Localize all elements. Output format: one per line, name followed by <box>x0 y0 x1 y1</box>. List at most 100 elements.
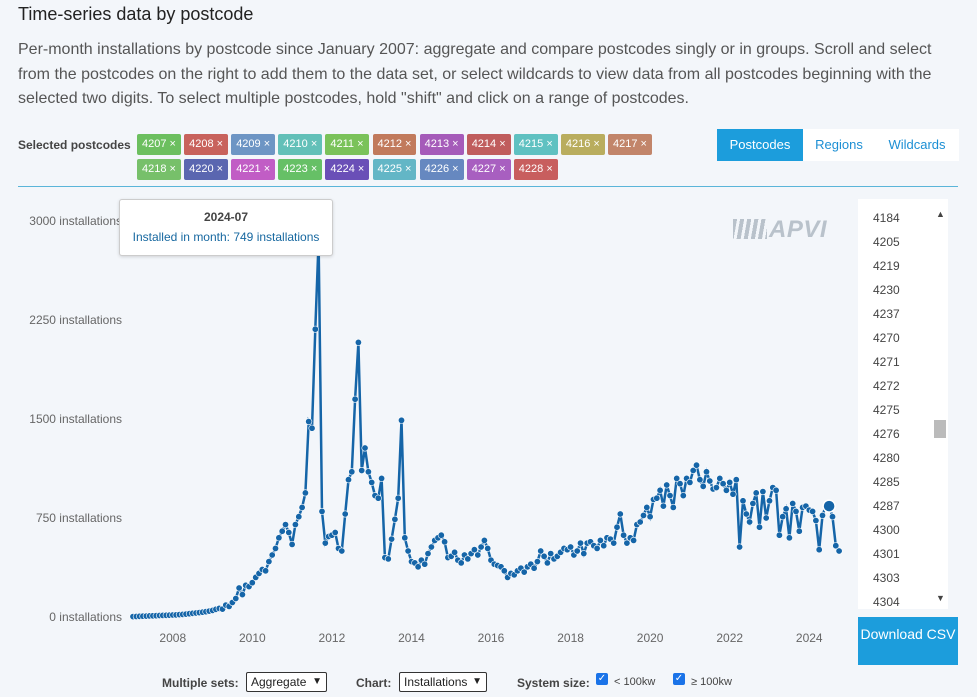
data-point[interactable] <box>789 499 797 507</box>
data-point[interactable] <box>567 543 575 551</box>
data-point[interactable] <box>772 486 780 494</box>
postcode-tag[interactable]: 4210 × <box>278 134 323 155</box>
data-point[interactable] <box>719 480 727 488</box>
data-point[interactable] <box>291 521 299 529</box>
data-point[interactable] <box>689 466 697 474</box>
data-point[interactable] <box>421 560 429 568</box>
data-point[interactable] <box>414 563 422 571</box>
data-point[interactable] <box>285 528 293 536</box>
data-point[interactable] <box>573 547 581 555</box>
data-point[interactable] <box>659 502 667 510</box>
data-point[interactable] <box>699 482 707 490</box>
data-point[interactable] <box>397 416 405 424</box>
postcode-tag[interactable]: 4224 × <box>325 159 370 180</box>
data-point[interactable] <box>673 474 681 482</box>
data-point[interactable] <box>630 536 638 544</box>
data-point[interactable] <box>464 555 472 563</box>
postcode-list-item[interactable]: 4271 <box>873 355 900 369</box>
postcode-list-item[interactable]: 4219 <box>873 259 900 273</box>
postcode-tag[interactable]: 4213 × <box>419 134 464 155</box>
data-point[interactable] <box>361 444 369 452</box>
data-point[interactable] <box>348 468 356 476</box>
data-point[interactable] <box>388 535 396 543</box>
data-point[interactable] <box>616 510 624 518</box>
data-point[interactable] <box>358 466 366 474</box>
data-point[interactable] <box>308 424 316 432</box>
tab-wildcards[interactable]: Wildcards <box>875 129 959 161</box>
data-point[interactable] <box>775 531 783 539</box>
data-point[interactable] <box>755 523 763 531</box>
postcode-list-item[interactable]: 4184 <box>873 211 900 225</box>
postcode-list-item[interactable]: 4230 <box>873 283 900 297</box>
postcode-tag[interactable]: 4214 × <box>466 134 511 155</box>
data-point[interactable] <box>457 559 465 567</box>
postcode-list-item[interactable]: 4304 <box>873 595 900 609</box>
data-point[interactable] <box>732 476 740 484</box>
data-point[interactable] <box>828 513 836 521</box>
data-point[interactable] <box>666 492 674 500</box>
data-point[interactable] <box>779 513 787 521</box>
scroll-thumb[interactable] <box>934 420 946 438</box>
postcode-list-item[interactable]: 4275 <box>873 403 900 417</box>
chart-type-select[interactable]: Installations ▼ <box>399 672 487 692</box>
data-point[interactable] <box>656 486 664 494</box>
tab-regions[interactable]: Regions <box>803 129 875 161</box>
data-point[interactable] <box>746 518 754 526</box>
postcode-tag[interactable]: 4215 × <box>513 134 558 155</box>
postcode-tag[interactable]: 4227 × <box>466 159 511 180</box>
data-point[interactable] <box>765 497 773 505</box>
data-point[interactable] <box>295 513 303 521</box>
data-point[interactable] <box>321 539 329 547</box>
postcode-list-item[interactable]: 4270 <box>873 331 900 345</box>
data-point[interactable] <box>268 551 276 559</box>
data-point[interactable] <box>623 539 631 547</box>
data-point[interactable] <box>520 568 528 576</box>
data-point[interactable] <box>318 507 326 515</box>
data-point[interactable] <box>427 543 435 551</box>
data-point[interactable] <box>736 543 744 551</box>
data-point[interactable] <box>815 546 823 554</box>
data-point[interactable] <box>374 494 382 502</box>
data-point[interactable] <box>600 542 608 550</box>
data-point[interactable] <box>818 511 826 519</box>
data-point[interactable] <box>331 528 339 536</box>
data-point[interactable] <box>742 510 750 518</box>
postcode-tag[interactable]: 4223 × <box>278 159 323 180</box>
postcode-tag[interactable]: 4216 × <box>560 134 605 155</box>
postcode-tag[interactable]: 4228 × <box>513 159 558 180</box>
data-point[interactable] <box>669 503 677 511</box>
postcode-list-item[interactable]: 4276 <box>873 427 900 441</box>
data-point[interactable] <box>364 468 372 476</box>
data-point[interactable] <box>305 418 313 426</box>
data-point[interactable] <box>610 539 618 547</box>
data-point[interactable] <box>484 544 492 552</box>
download-csv-button[interactable]: Download CSV <box>858 617 958 665</box>
postcode-tag[interactable]: 4226 × <box>419 159 464 180</box>
data-point[interactable] <box>401 534 409 542</box>
data-point[interactable] <box>344 476 352 484</box>
data-point[interactable] <box>500 567 508 575</box>
data-point[interactable] <box>384 555 392 563</box>
data-point[interactable] <box>391 515 399 523</box>
data-point[interactable] <box>653 494 661 502</box>
data-point[interactable] <box>271 544 279 552</box>
postcode-list-item[interactable]: 4300 <box>873 523 900 537</box>
scroll-down-icon[interactable]: ▼ <box>936 593 945 603</box>
postcode-tag[interactable]: 4220 × <box>184 159 229 180</box>
data-point[interactable] <box>636 518 644 526</box>
data-point[interactable] <box>795 527 803 535</box>
data-point[interactable] <box>835 547 843 555</box>
data-point[interactable] <box>378 474 386 482</box>
data-point[interactable] <box>646 513 654 521</box>
data-point[interactable] <box>232 594 240 602</box>
data-point[interactable] <box>702 468 710 476</box>
data-point[interactable] <box>762 514 770 522</box>
scroll-up-icon[interactable]: ▲ <box>936 209 945 219</box>
data-point[interactable] <box>470 546 478 554</box>
data-point[interactable] <box>451 548 459 556</box>
data-point[interactable] <box>812 517 820 525</box>
data-point[interactable] <box>749 499 757 507</box>
postcode-list-item[interactable]: 4303 <box>873 571 900 585</box>
data-point[interactable] <box>341 510 349 518</box>
data-point[interactable] <box>576 539 584 547</box>
